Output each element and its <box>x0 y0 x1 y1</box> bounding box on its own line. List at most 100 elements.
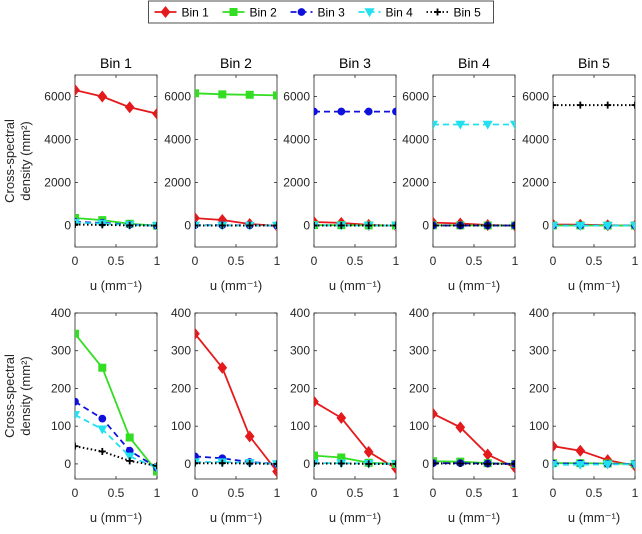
data-point-1-3 <box>363 445 374 458</box>
x-tick-label: 0.5 <box>108 486 125 500</box>
x-tick-label: 0.5 <box>466 486 483 500</box>
series-group <box>195 89 277 232</box>
y-tick-label: 300 <box>171 344 191 358</box>
series-line-1 <box>314 400 396 470</box>
y-tick-label: 100 <box>409 419 429 433</box>
x-tick-label: 0 <box>430 486 437 500</box>
axes-box <box>194 312 278 480</box>
x-axis-label: u (mm⁻¹) <box>448 278 500 293</box>
legend-box <box>148 0 494 24</box>
series-line-3 <box>195 455 277 465</box>
legend-label-4: Bin 4 <box>386 6 414 20</box>
series-group <box>314 395 396 475</box>
y-tick-label: 0 <box>184 457 191 471</box>
y-tick-label: 2000 <box>164 176 191 190</box>
data-point-3-4 <box>392 107 396 116</box>
y-tick-label: 100 <box>529 419 549 433</box>
y-tick-label: 100 <box>171 419 191 433</box>
data-point-2-2 <box>98 363 107 372</box>
data-point-1-1 <box>433 407 438 420</box>
legend-label-2: Bin 2 <box>250 6 278 20</box>
data-point-2-2 <box>218 90 227 99</box>
data-point-1-1 <box>553 440 558 453</box>
data-point-5-2 <box>456 221 464 229</box>
x-tick-label: 0.5 <box>108 254 125 268</box>
data-point-5-2 <box>337 460 345 468</box>
panel-title: Bin 3 <box>339 55 371 71</box>
data-point-4-3 <box>602 221 613 231</box>
y-tick-label: 400 <box>409 306 429 320</box>
x-tick-label: 0 <box>72 486 79 500</box>
x-tick-label: 0.5 <box>228 486 245 500</box>
data-point-2-4 <box>273 91 277 100</box>
y-tick-label: 0 <box>303 457 310 471</box>
data-point-5-3 <box>246 221 254 229</box>
x-tick-label: 0 <box>192 254 199 268</box>
data-point-3-3 <box>364 107 373 116</box>
y-axis-label-row-1: Cross-spectraldensity (mm²) <box>2 119 33 203</box>
data-point-4-1 <box>553 460 559 470</box>
series-line-3 <box>75 400 157 469</box>
data-point-2-4 <box>153 467 157 476</box>
y-tick-label: 2000 <box>44 176 71 190</box>
legend-marker-5 <box>434 8 441 16</box>
series-line-5 <box>75 223 157 227</box>
data-point-5-4 <box>511 460 515 468</box>
y-tick-label: 4000 <box>283 133 310 147</box>
y-tick-label: 300 <box>290 344 310 358</box>
x-axis-label: u (mm⁻¹) <box>329 278 381 293</box>
data-point-4-3 <box>124 452 135 462</box>
panel-r2-c3: 0 100 200 300 400 0 0.5 1 u (mm⁻¹) <box>290 306 400 525</box>
axes-box <box>552 74 636 248</box>
x-tick-label: 0.5 <box>586 486 603 500</box>
x-tick-label: 1 <box>393 486 400 500</box>
y-tick-label: 4000 <box>164 133 191 147</box>
series-group <box>553 440 635 472</box>
series-line-2 <box>75 333 157 473</box>
y-tick-label: 6000 <box>402 90 429 104</box>
x-tick-label: 1 <box>154 486 161 500</box>
y-tick-label: 200 <box>290 381 310 395</box>
panel-r1-c3: 0 2000 4000 6000 0 0.5 1 Bin 3 u (mm⁻¹) <box>283 55 399 293</box>
y-tick-label: 200 <box>529 381 549 395</box>
x-tick-label: 0 <box>430 254 437 268</box>
data-point-4-2 <box>97 425 108 435</box>
y-tick-label: 100 <box>290 419 310 433</box>
y-tick-label: 300 <box>409 344 429 358</box>
data-point-2-1 <box>75 329 79 338</box>
data-point-4-2 <box>575 460 586 470</box>
y-tick-label: 6000 <box>522 90 549 104</box>
data-point-5-4 <box>153 222 157 230</box>
y-tick-label: 400 <box>171 306 191 320</box>
data-point-4-1 <box>433 120 439 130</box>
data-point-5-2 <box>218 459 226 467</box>
data-point-5-2 <box>98 447 106 455</box>
data-point-5-4 <box>631 101 635 109</box>
x-axis-label: u (mm⁻¹) <box>90 278 142 293</box>
y-tick-label: 400 <box>51 306 71 320</box>
x-tick-label: 1 <box>632 254 639 268</box>
panel-title: Bin 5 <box>578 55 610 71</box>
data-point-3-1 <box>75 397 79 406</box>
y-tick-label: 0 <box>184 219 191 233</box>
data-point-5-3 <box>484 222 492 229</box>
series-line-4 <box>75 414 157 469</box>
x-axis-label: u (mm⁻¹) <box>329 510 381 525</box>
legend-marker-4 <box>364 8 375 18</box>
data-point-3-2 <box>337 107 346 116</box>
data-point-5-4 <box>392 460 396 468</box>
panel-title: Bin 1 <box>100 55 132 71</box>
x-tick-label: 0.5 <box>466 254 483 268</box>
y-tick-label: 200 <box>51 381 71 395</box>
panel-r1-c4: 0 2000 4000 6000 0 0.5 1 Bin 4 u (mm⁻¹) <box>402 55 518 293</box>
data-point-1-1 <box>75 84 80 97</box>
series-group <box>314 107 396 232</box>
series-group <box>433 407 515 474</box>
x-tick-label: 1 <box>512 486 519 500</box>
panel-r2-c4: 0 100 200 300 400 0 0.5 1 u (mm⁻¹) <box>409 306 519 525</box>
data-point-3-2 <box>98 414 107 423</box>
y-tick-label: 400 <box>290 306 310 320</box>
y-tick-label: 200 <box>409 381 429 395</box>
panel-r2-c1: 0 100 200 300 400 0 0.5 1 u (mm⁻¹) <box>51 306 161 525</box>
